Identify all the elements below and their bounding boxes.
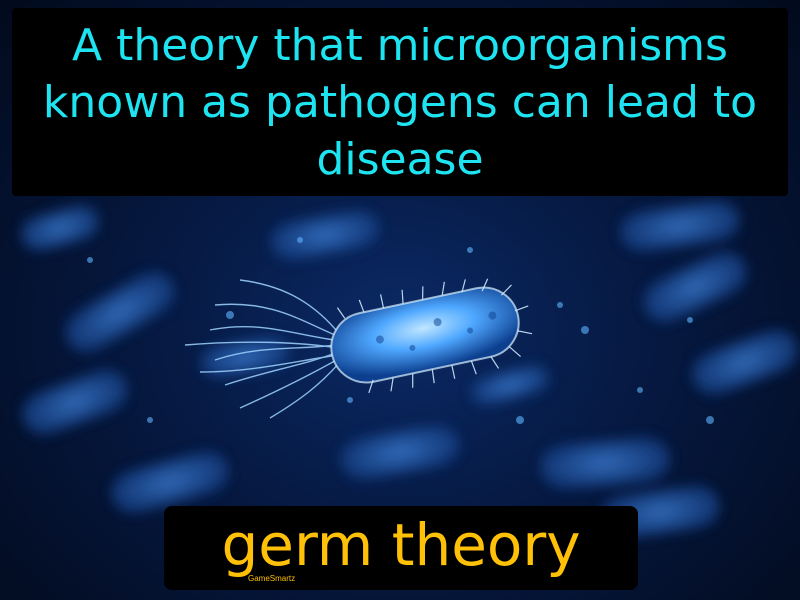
brand-watermark: GameSmartz (248, 574, 296, 583)
flagella (184, 279, 341, 419)
term-text: germ theory (221, 511, 581, 579)
definition-text: A theory that microorganisms known as pa… (42, 19, 758, 185)
definition-panel: A theory that microorganisms known as pa… (12, 8, 788, 196)
term-panel: germ theory (164, 506, 638, 590)
particles (87, 237, 714, 424)
background-bacteria (20, 199, 799, 540)
main-bacterium (330, 278, 533, 394)
